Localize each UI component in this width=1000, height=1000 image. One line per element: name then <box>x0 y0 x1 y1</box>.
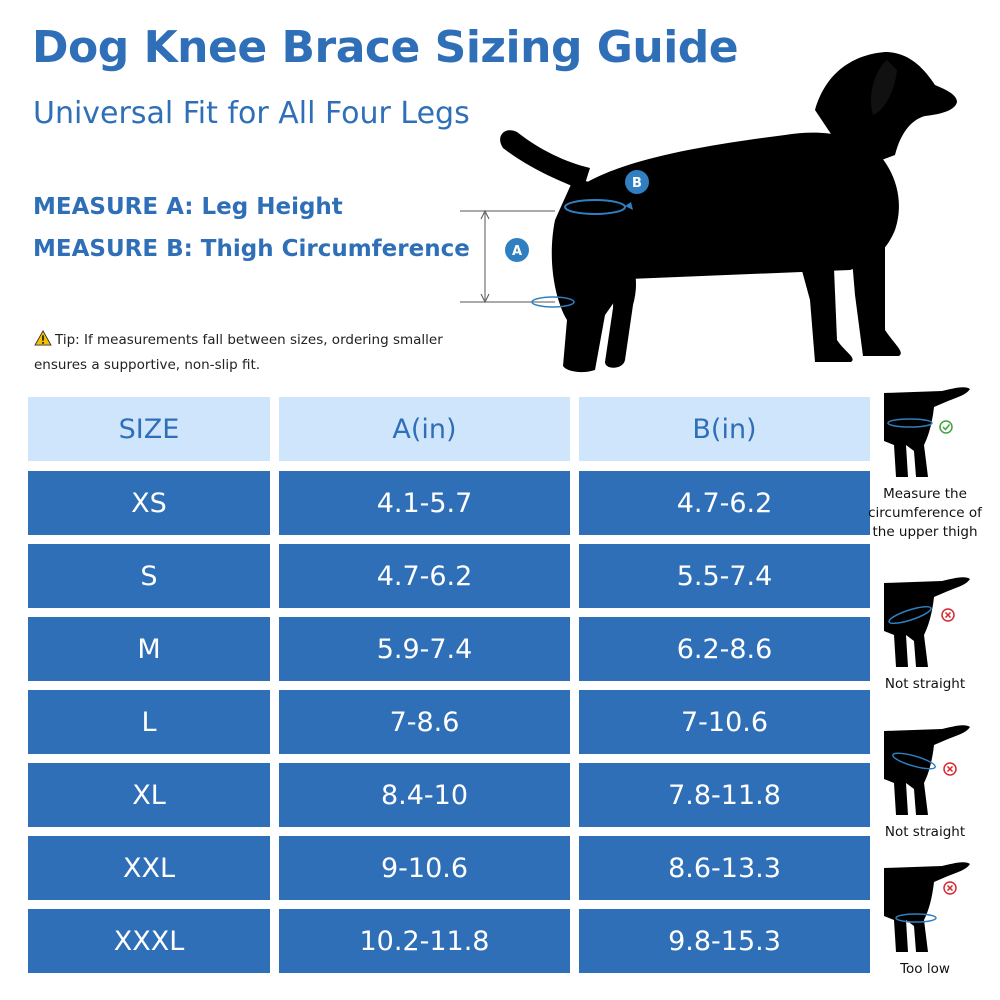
dog-hind-leg-illustration <box>884 725 970 815</box>
b-cell: 5.5-7.4 <box>579 544 870 608</box>
a-cell: 8.4-10 <box>279 763 570 827</box>
b-cell: 8.6-13.3 <box>579 836 870 900</box>
dog-silhouette <box>500 52 957 373</box>
size-cell: XS <box>28 471 270 535</box>
tip-note: Tip: If measurements fall between sizes,… <box>34 328 464 378</box>
dog-measurement-diagram: A B <box>460 52 957 373</box>
page-subtitle: Universal Fit for All Four Legs <box>33 96 470 131</box>
a-cell: 10.2-11.8 <box>279 909 570 973</box>
thigh-loop <box>564 199 626 215</box>
a-cell: 9-10.6 <box>279 836 570 900</box>
marker-b-badge <box>625 170 649 194</box>
cross-icon <box>943 881 957 895</box>
size-cell: XXL <box>28 836 270 900</box>
example-correct: Measure the circumference of the upper t… <box>860 385 990 542</box>
marker-a: A <box>512 244 522 259</box>
check-icon <box>939 420 953 434</box>
b-cell: 7.8-11.8 <box>579 763 870 827</box>
example-caption: Too low <box>900 961 950 977</box>
a-cell: 4.1-5.7 <box>279 471 570 535</box>
header-b: B(in) <box>579 397 870 461</box>
example-wrong: Not straight <box>860 575 990 694</box>
example-caption: Measure the circumference of the upper t… <box>868 486 982 540</box>
measure-b-label: MEASURE B: Thigh Circumference <box>33 236 470 262</box>
size-cell: L <box>28 690 270 754</box>
example-caption: Not straight <box>884 824 966 840</box>
header-a: A(in) <box>279 397 570 461</box>
marker-b: B <box>632 176 642 191</box>
b-cell: 6.2-8.6 <box>579 617 870 681</box>
size-cell: M <box>28 617 270 681</box>
dog-hind-leg-illustration <box>884 577 970 667</box>
loop-arrow <box>625 202 633 210</box>
b-cell: 7-10.6 <box>579 690 870 754</box>
example-wrong: Not straight <box>860 723 990 842</box>
a-cell: 4.7-6.2 <box>279 544 570 608</box>
size-cell: S <box>28 544 270 608</box>
b-cell: 4.7-6.2 <box>579 471 870 535</box>
size-cell: XL <box>28 763 270 827</box>
tip-text: If measurements fall between sizes, orde… <box>34 332 443 373</box>
a-cell: 7-8.6 <box>279 690 570 754</box>
b-cell: 9.8-15.3 <box>579 909 870 973</box>
cross-icon <box>943 762 957 776</box>
example-caption: Not straight <box>884 676 966 692</box>
paw-loop <box>531 296 575 308</box>
measure-a-guide <box>460 209 555 304</box>
page-title: Dog Knee Brace Sizing Guide <box>32 22 739 73</box>
marker-a-badge <box>505 238 529 262</box>
cross-icon <box>941 608 955 622</box>
measuring-examples: Measure the circumference of the upper t… <box>860 385 990 995</box>
example-wrong: Too low <box>860 860 990 979</box>
dog-hind-leg-illustration <box>884 862 970 952</box>
measure-a-label: MEASURE A: Leg Height <box>33 194 343 220</box>
warning-icon <box>34 330 52 346</box>
size-cell: XXXL <box>28 909 270 973</box>
dog-hind-leg-illustration <box>884 387 970 477</box>
tip-label: Tip: <box>55 332 80 348</box>
header-size: SIZE <box>28 397 270 461</box>
a-cell: 5.9-7.4 <box>279 617 570 681</box>
